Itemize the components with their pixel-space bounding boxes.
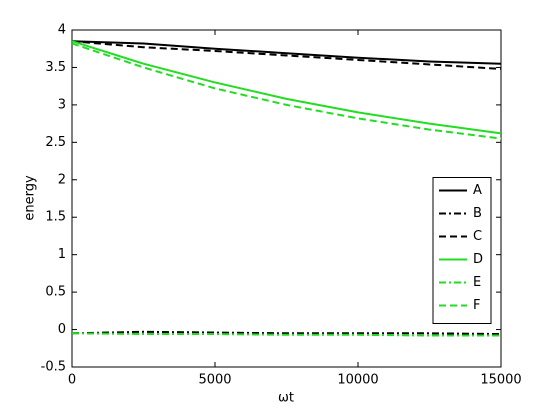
y-tick-label: 1 — [58, 247, 66, 262]
y-tick-label: 0 — [58, 322, 66, 337]
y-tick-label: 1.5 — [45, 210, 66, 225]
y-tick-label: -0.5 — [41, 360, 66, 375]
y-tick-label: 2.5 — [45, 135, 66, 150]
series-line — [71, 332, 501, 337]
legend-box — [432, 177, 492, 324]
y-tick-label: 0.5 — [45, 285, 66, 300]
plot-frame — [71, 29, 502, 368]
legend-label: D — [473, 252, 483, 267]
y-tick-label: 4 — [58, 23, 66, 38]
y-tick-label: 3 — [58, 97, 66, 112]
y-axis-label: energy — [23, 175, 38, 221]
legend-label: E — [473, 275, 481, 290]
series-line — [71, 40, 502, 135]
y-tick-label: 3.5 — [45, 60, 66, 75]
legend-label: C — [473, 229, 482, 244]
x-axis-label: ωt — [278, 391, 294, 406]
y-tick-label: 2 — [58, 172, 66, 187]
x-tick-label: 0 — [68, 373, 76, 388]
series-line — [71, 42, 502, 140]
series-line — [71, 330, 502, 336]
x-tick-label: 10000 — [337, 373, 378, 388]
legend-label: F — [473, 298, 480, 313]
legend-label: B — [473, 206, 482, 221]
x-tick-label: 15000 — [480, 373, 521, 388]
legend-label: A — [473, 183, 482, 198]
series-line — [71, 40, 502, 65]
x-tick-label: 5000 — [198, 373, 231, 388]
series-line — [71, 40, 502, 70]
